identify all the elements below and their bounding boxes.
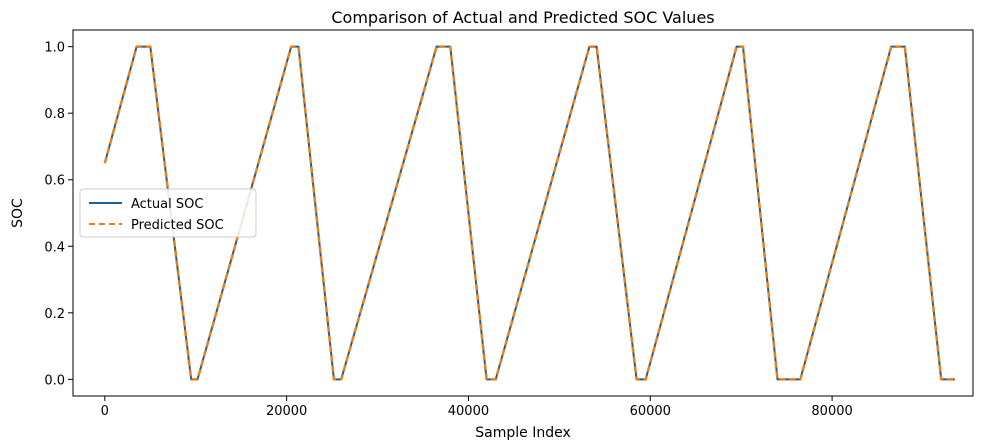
x-tick-label: 80000 <box>811 404 852 419</box>
y-tick-label: 0.2 <box>44 307 65 322</box>
x-tick-label: 60000 <box>630 404 671 419</box>
y-axis: 0.0 0.2 0.4 0.6 0.8 1.0 <box>44 41 73 388</box>
legend-predicted-label: Predicted SOC <box>131 218 224 233</box>
y-tick-label: 0.0 <box>44 373 65 388</box>
x-axis-title: Sample Index <box>475 425 570 441</box>
x-tick-label: 40000 <box>448 404 489 419</box>
x-axis: 0 20000 40000 60000 80000 <box>101 396 853 419</box>
plot-area <box>72 29 974 397</box>
y-tick-label: 0.4 <box>44 240 65 255</box>
x-tick-label: 0 <box>101 404 109 419</box>
legend-actual-label: Actual SOC <box>131 197 203 212</box>
legend-box <box>79 188 257 238</box>
y-tick-label: 0.6 <box>44 174 65 189</box>
x-tick-label: 20000 <box>266 404 307 419</box>
legend: Actual SOC Predicted SOC <box>79 188 257 238</box>
plot-frame <box>72 29 974 397</box>
series-group <box>103 45 955 381</box>
chart-title: Comparison of Actual and Predicted SOC V… <box>331 8 714 27</box>
y-tick-label: 0.8 <box>44 107 65 122</box>
predicted-soc-line <box>103 45 955 381</box>
y-tick-label: 1.0 <box>44 41 65 56</box>
y-axis-title: SOC <box>10 198 26 228</box>
